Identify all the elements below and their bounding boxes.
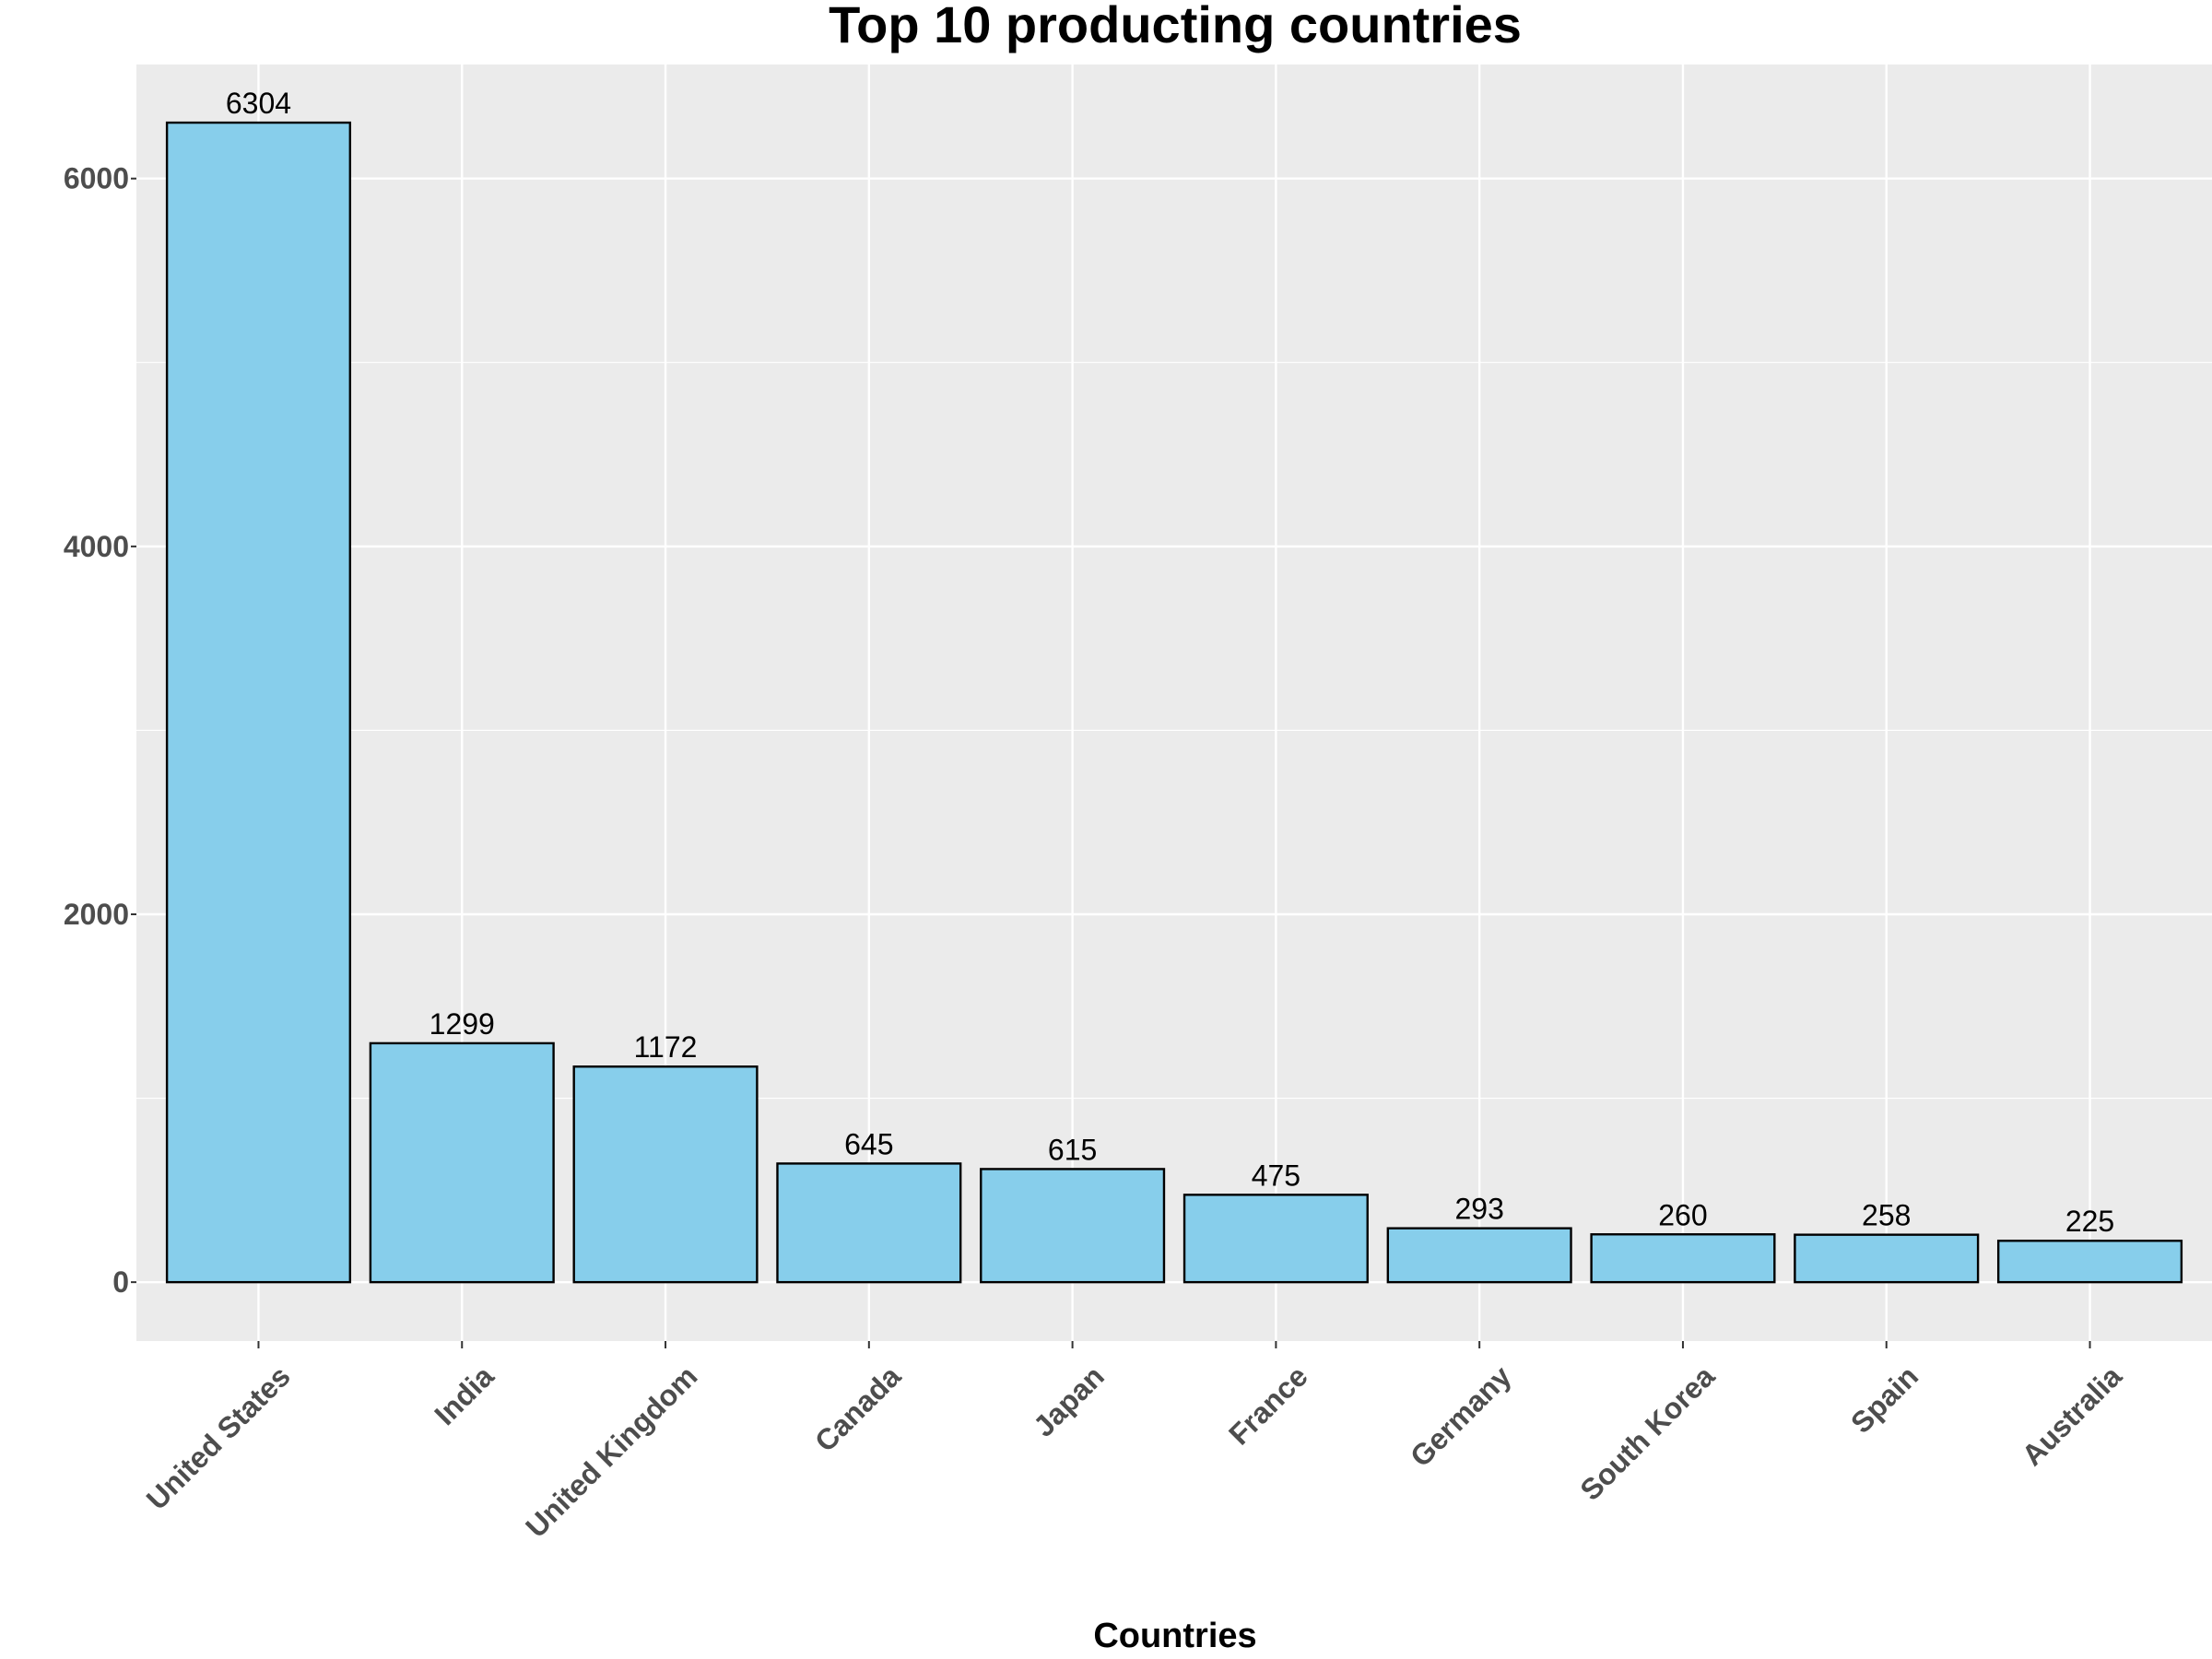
bar-value-label: 293 [1454, 1193, 1503, 1226]
x-tick-label: Australia [2016, 1359, 2128, 1472]
x-axis-title: Countries [1093, 1617, 1256, 1655]
y-tick-label: 0 [112, 1265, 129, 1299]
x-tick-label: Germany [1404, 1359, 1518, 1474]
bar [776, 1162, 962, 1284]
bars [165, 121, 2183, 1284]
x-tick-label: India [428, 1359, 500, 1431]
bar-value-label: 225 [2065, 1205, 2114, 1238]
bar [1590, 1233, 1776, 1284]
bar [572, 1065, 759, 1284]
bar [1182, 1194, 1369, 1284]
bar [1996, 1240, 2183, 1284]
bar [980, 1168, 1166, 1284]
y-tick-label: 4000 [64, 530, 129, 563]
bar-value-label: 1299 [429, 1007, 495, 1041]
data-labels: 6304 1299 1172 645 615 475 293 260 258 225 [226, 87, 2114, 1238]
bar-value-label: 1172 [634, 1030, 698, 1064]
bar [165, 121, 352, 1284]
y-tick-label: 6000 [64, 162, 129, 195]
x-tick-label: Japan [1027, 1359, 1111, 1443]
bar-value-label: 6304 [226, 87, 291, 120]
y-tick-label: 2000 [64, 898, 129, 931]
bar [1386, 1227, 1572, 1284]
bar-value-label: 260 [1658, 1198, 1707, 1231]
x-tick-label: France [1222, 1359, 1314, 1452]
x-tick-label: Canada [808, 1359, 907, 1458]
x-tick-label: Spain [1844, 1359, 1924, 1440]
x-tick-label: United Kingdom [519, 1359, 703, 1544]
bar [369, 1041, 555, 1284]
bar-value-label: 645 [844, 1127, 893, 1160]
chart-title: Top 10 producting countries [829, 0, 1522, 53]
bar-value-label: 615 [1048, 1133, 1097, 1166]
bar-value-label: 258 [1862, 1199, 1911, 1232]
bar-value-label: 475 [1252, 1159, 1300, 1192]
x-tick-label: United States [140, 1359, 297, 1516]
bar [1794, 1233, 1980, 1284]
x-tick-label: South Korea [1573, 1359, 1721, 1507]
